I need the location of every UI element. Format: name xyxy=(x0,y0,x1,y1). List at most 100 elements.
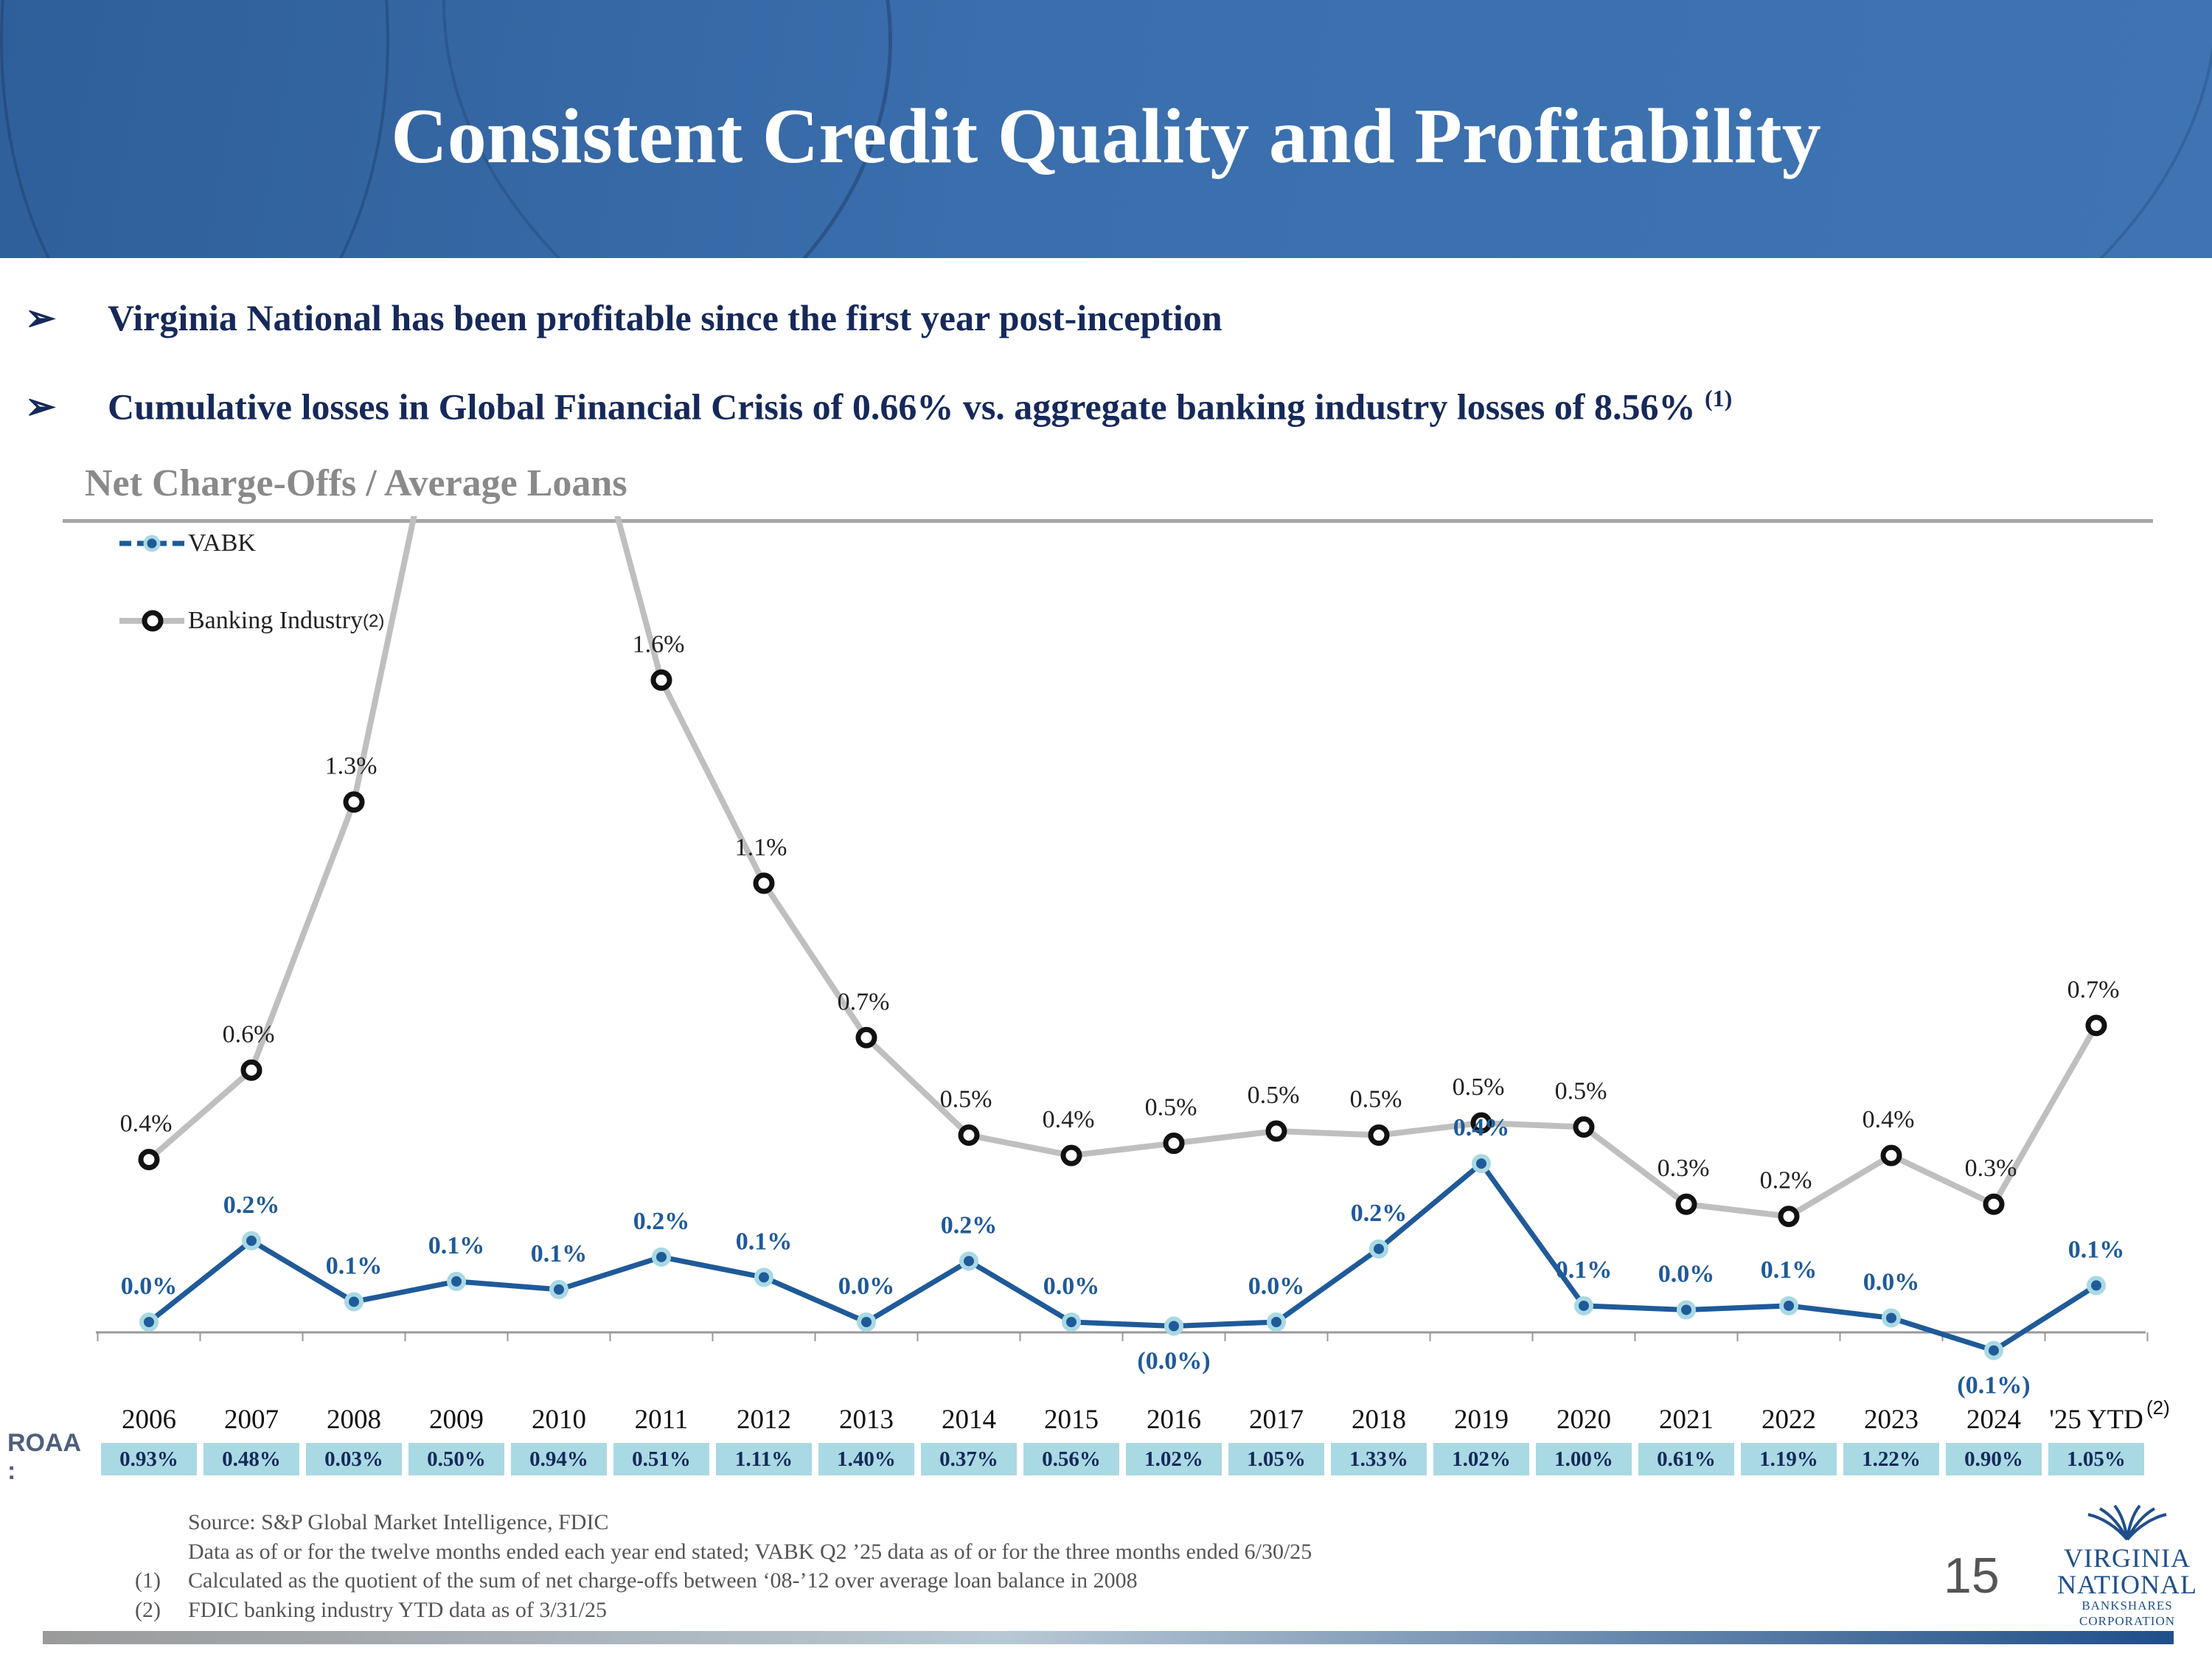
roaa-value: 1.02% xyxy=(1126,1443,1222,1475)
category-label: 2009 xyxy=(429,1405,484,1435)
legend-vabk-label: VABK xyxy=(188,529,256,557)
category-label: 2016 xyxy=(1147,1405,1201,1435)
category-label: 2012 xyxy=(737,1405,791,1435)
arrow-bullet-icon: ➢ xyxy=(25,297,56,338)
industry-point xyxy=(1573,1116,1595,1138)
vabk-data-label: 0.0% xyxy=(1863,1268,1920,1295)
vabk-point xyxy=(959,1251,978,1271)
roaa-value: 1.05% xyxy=(2048,1443,2144,1475)
industry-data-label: 0.7% xyxy=(838,988,890,1015)
industry-series: 0.4%0.6%1.3%2.5%2.5%1.6%1.1%0.7%0.5%0.4%… xyxy=(120,516,2120,1228)
vabk-point xyxy=(1882,1308,1901,1328)
x-axis-ticks xyxy=(97,1332,2149,1341)
vabk-data-label: 0.1% xyxy=(2068,1236,2125,1263)
category-label: 2020 xyxy=(1557,1405,1611,1435)
category-label: 2010 xyxy=(532,1405,586,1435)
industry-data-label: 0.7% xyxy=(2067,976,2120,1004)
vabk-data-label: 0.0% xyxy=(121,1273,178,1300)
vabk-data-label: 0.0% xyxy=(1658,1260,1715,1287)
page-number: 15 xyxy=(1944,1548,2000,1604)
vabk-point xyxy=(2087,1276,2106,1295)
footnote-ref: (1) xyxy=(1704,385,1733,411)
roaa-value: 1.05% xyxy=(1228,1443,1324,1475)
roaa-value: 1.11% xyxy=(716,1443,812,1475)
roaa-value: 1.00% xyxy=(1536,1443,1632,1475)
industry-data-label: 0.5% xyxy=(1453,1074,1505,1101)
vabk-data-label: (0.1%) xyxy=(1957,1372,2030,1399)
industry-point xyxy=(1880,1144,1902,1166)
data-note: Data as of or for the twelve months ende… xyxy=(188,1540,1312,1564)
footnote-1-num: (1) xyxy=(135,1568,161,1593)
vabk-point xyxy=(344,1292,364,1312)
category-label: 2013 xyxy=(839,1405,894,1435)
category-label: 2023 xyxy=(1864,1405,1919,1435)
legend-industry-marker xyxy=(142,610,164,632)
bullet-text: Cumulative losses in Global Financial Cr… xyxy=(108,386,1696,428)
vabk-data-label: 0.1% xyxy=(1556,1256,1613,1284)
category-footnote-ref: (2) xyxy=(2146,1397,2170,1419)
category-label: 2019 xyxy=(1454,1405,1509,1435)
roaa-value: 0.37% xyxy=(921,1443,1017,1475)
roaa-value: 1.22% xyxy=(1843,1443,1939,1475)
chart-legend: VABK Banking Industry(2) xyxy=(119,529,384,634)
category-label: 2015 xyxy=(1044,1405,1099,1435)
vabk-data-label: 0.0% xyxy=(1043,1273,1100,1300)
vabk-data-label: 0.0% xyxy=(1248,1273,1305,1300)
industry-data-label: 0.5% xyxy=(1555,1078,1607,1105)
category-label: '25 YTD xyxy=(2049,1405,2143,1435)
vabk-point xyxy=(754,1267,773,1287)
wheat-logo-icon xyxy=(2087,1504,2167,1541)
footnote-1-text: Calculated as the quotient of the sum of… xyxy=(188,1568,1138,1593)
vabk-data-label: 0.1% xyxy=(428,1232,485,1259)
roaa-value: 1.40% xyxy=(818,1443,914,1475)
category-label: 2024 xyxy=(1966,1405,2021,1435)
industry-data-label: 0.4% xyxy=(1043,1106,1095,1133)
slide-title: Consistent Credit Quality and Profitabil… xyxy=(391,93,1821,179)
footnote-2-num: (2) xyxy=(135,1598,161,1622)
roaa-value: 1.02% xyxy=(1433,1443,1529,1475)
industry-data-label: 0.5% xyxy=(1248,1082,1300,1109)
industry-point xyxy=(138,1149,160,1171)
roaa-value: 0.50% xyxy=(408,1443,504,1475)
industry-point xyxy=(343,791,365,813)
category-label: 2018 xyxy=(1352,1405,1406,1435)
industry-point xyxy=(958,1124,980,1147)
vabk-series: 0.0% 0.2% 0.1% 0.1% 0.1% 0.2% 0.1% 0.0% 0.2% 0.0%… xyxy=(121,1114,2125,1399)
category-label: 2021 xyxy=(1659,1405,1714,1435)
logo-line-3: BANKSHARES xyxy=(2081,1599,2173,1613)
industry-data-label: 0.5% xyxy=(1145,1094,1197,1121)
vabk-data-label: 0.1% xyxy=(736,1228,793,1255)
vabk-data-label: 0.2% xyxy=(1351,1200,1408,1227)
roaa-value: 0.56% xyxy=(1023,1443,1119,1475)
x-axis-labels: 2006 2007 2008 2009 2010 2011 2012 2013 2014 2015… xyxy=(122,1397,2170,1435)
industry-data-label: 1.6% xyxy=(633,630,685,658)
industry-point xyxy=(753,872,775,894)
roaa-value: 0.51% xyxy=(613,1443,709,1475)
industry-point xyxy=(1265,1120,1287,1142)
industry-point xyxy=(1675,1193,1697,1215)
industry-point xyxy=(1163,1133,1185,1155)
industry-point xyxy=(1778,1206,1800,1228)
vabk-data-label: 0.2% xyxy=(223,1192,280,1219)
category-label: 2014 xyxy=(942,1405,996,1435)
logo-line-4: CORPORATION xyxy=(2079,1614,2176,1628)
footnote-2-text: FDIC banking industry YTD data as of 3/3… xyxy=(188,1598,607,1622)
category-label: 2011 xyxy=(635,1405,689,1435)
industry-point xyxy=(1983,1193,2005,1215)
vabk-point xyxy=(1164,1316,1183,1336)
roaa-value: 0.03% xyxy=(306,1443,402,1475)
industry-point xyxy=(1060,1144,1082,1166)
vabk-data-label: 0.0% xyxy=(838,1273,895,1300)
industry-data-label: 0.5% xyxy=(1350,1086,1402,1113)
category-label: 2017 xyxy=(1249,1405,1304,1435)
industry-data-label: 0.6% xyxy=(223,1020,275,1048)
vabk-point xyxy=(1574,1295,1593,1315)
divider xyxy=(63,519,2153,523)
vabk-line xyxy=(147,1161,2098,1354)
industry-data-label: 0.5% xyxy=(940,1086,992,1113)
vabk-point xyxy=(1677,1300,1696,1320)
vabk-data-label: 0.1% xyxy=(531,1240,588,1267)
roaa-value: 0.48% xyxy=(204,1443,299,1475)
roaa-value: 0.93% xyxy=(101,1443,197,1475)
roaa-value: 1.33% xyxy=(1331,1443,1427,1475)
